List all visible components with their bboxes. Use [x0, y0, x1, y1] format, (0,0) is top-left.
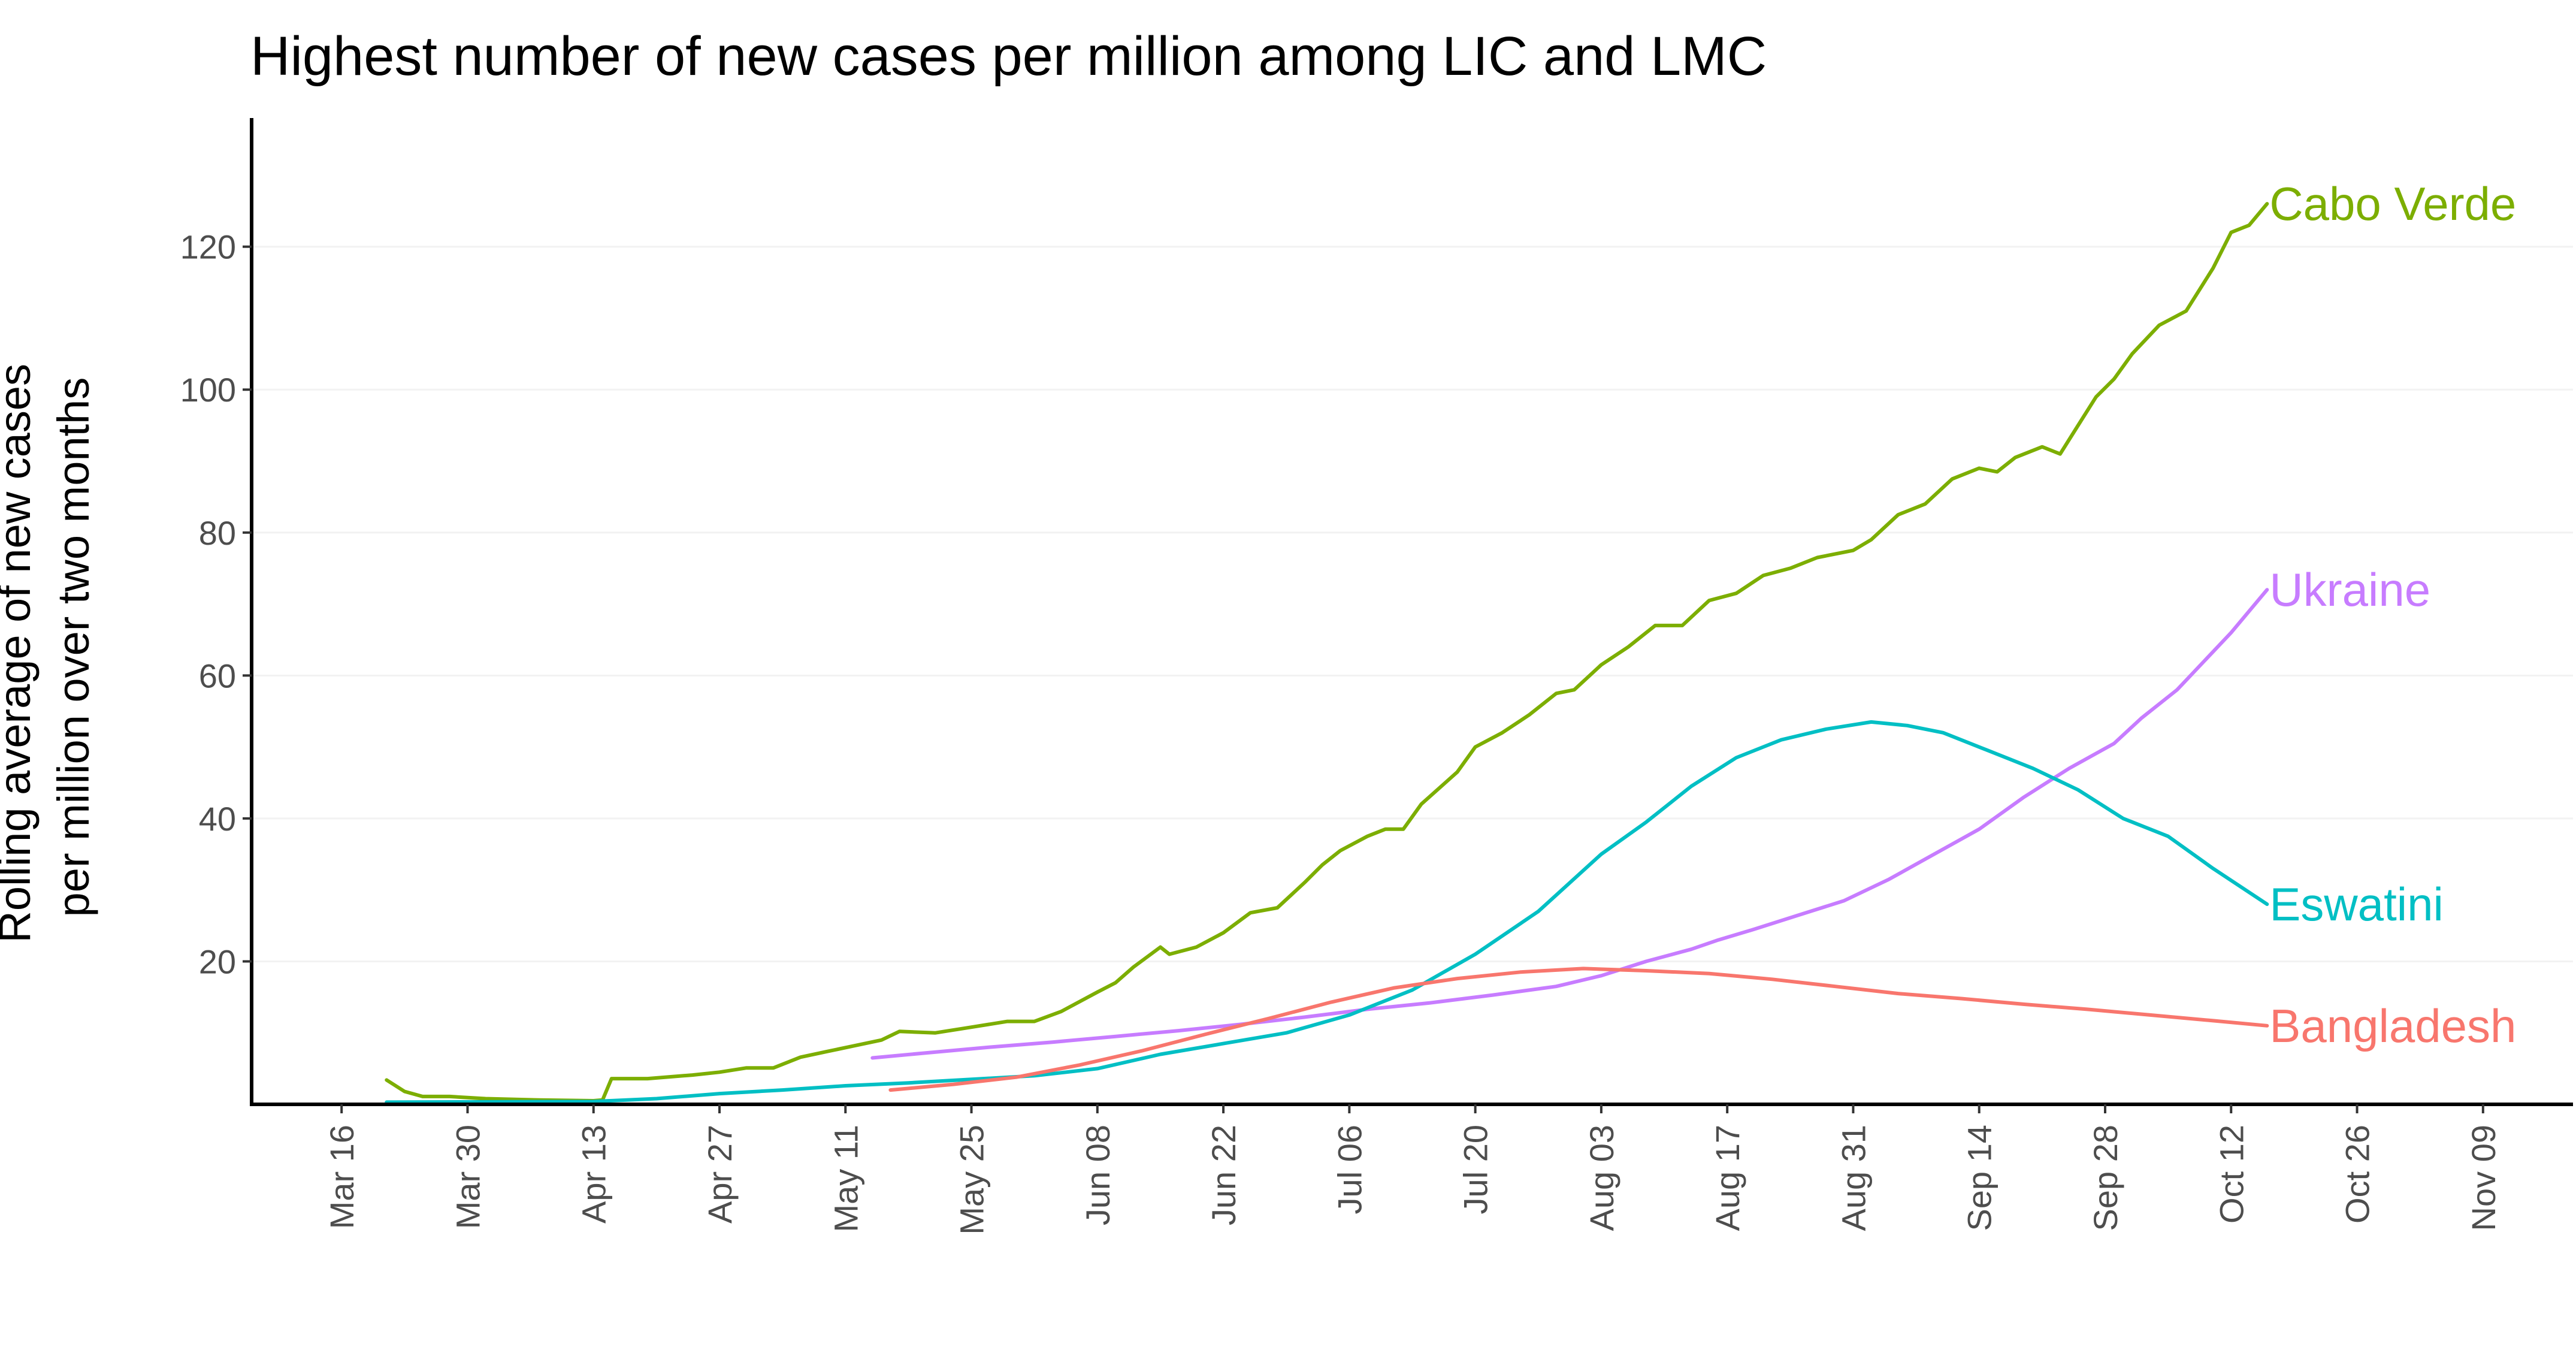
x-tick-label-sep-28: Sep 28: [2087, 1125, 2124, 1231]
x-tick-label-sep-14: Sep 14: [1961, 1125, 1998, 1231]
series-label-ukraine: Ukraine: [2269, 563, 2430, 616]
series-line-bangladesh: [888, 967, 2269, 1092]
chart-title: Highest number of new cases per million …: [250, 26, 1767, 87]
series-lines: [385, 202, 2269, 1104]
x-tick-label-oct-12: Oct 12: [2212, 1125, 2250, 1224]
x-tick-label-aug-03: Aug 03: [1583, 1125, 1620, 1231]
y-tick-label-40: 40: [199, 800, 236, 838]
x-tick-label-mar-30: Mar 30: [449, 1125, 486, 1229]
y-tick-label-100: 100: [180, 371, 236, 409]
series-labels: Cabo Verde Ukraine Eswatini Bangladesh: [2269, 177, 2516, 1052]
grid-lines: [252, 246, 2573, 962]
x-tick-label-jul-06: Jul 06: [1331, 1125, 1368, 1214]
y-axis-title-line-1: Rolling average of new cases: [0, 364, 40, 943]
axes: [250, 118, 2573, 1106]
series-label-cabo-verde: Cabo Verde: [2269, 177, 2516, 230]
y-axis-title: Rolling average of new cases per million…: [0, 351, 98, 943]
y-tick-label-60: 60: [199, 657, 236, 694]
y-axis-ticks: 20 40 60 80 100 120: [180, 228, 252, 980]
x-tick-label-jun-08: Jun 08: [1079, 1125, 1117, 1225]
x-tick-label-apr-27: Apr 27: [701, 1125, 739, 1224]
y-tick-label-120: 120: [180, 228, 236, 266]
series-label-bangladesh: Bangladesh: [2269, 999, 2516, 1052]
series-line-ukraine: [870, 588, 2269, 1060]
x-tick-label-aug-17: Aug 17: [1709, 1125, 1746, 1231]
x-tick-label-may-25: May 25: [953, 1125, 991, 1235]
x-tick-label-oct-26: Oct 26: [2339, 1125, 2377, 1224]
x-tick-label-may-11: May 11: [827, 1125, 864, 1232]
series-line-cabo-verde: [385, 202, 2269, 1103]
x-tick-label-apr-13: Apr 13: [575, 1125, 613, 1224]
x-tick-label-aug-31: Aug 31: [1834, 1125, 1872, 1231]
x-tick-label-mar-16: Mar 16: [323, 1125, 361, 1229]
x-axis-ticks: Mar 16 Mar 30 Apr 13 Apr 27 May 11 May 25 Jun …: [323, 1104, 2502, 1235]
series-label-eswatini: Eswatini: [2269, 878, 2443, 931]
x-tick-label-nov-09: Nov 09: [2465, 1125, 2502, 1231]
y-tick-label-80: 80: [199, 514, 236, 552]
y-axis-title-line-2: per million over two months: [49, 378, 98, 917]
series-line-eswatini: [385, 720, 2269, 1104]
x-tick-label-jul-20: Jul 20: [1457, 1125, 1495, 1214]
y-tick-label-20: 20: [199, 943, 236, 980]
x-tick-label-jun-22: Jun 22: [1205, 1125, 1242, 1225]
